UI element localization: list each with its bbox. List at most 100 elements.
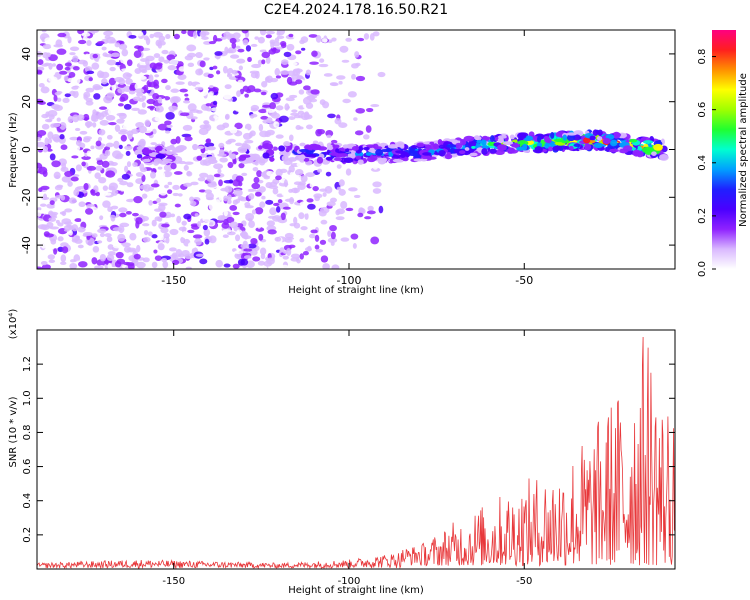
noise-blob (86, 40, 92, 47)
noise-blob (294, 168, 304, 176)
noise-blob (308, 233, 316, 239)
noise-blob (218, 179, 223, 187)
ridge-blob (136, 146, 144, 150)
noise-blob (128, 90, 136, 95)
noise-blob (70, 176, 79, 182)
ridge-blob (438, 149, 446, 157)
noise-blob (63, 75, 69, 82)
noise-blob (82, 60, 88, 67)
noise-blob (106, 59, 117, 66)
noise-blob (295, 174, 302, 181)
spectrogram-blobs (37, 30, 669, 269)
noise-blob (94, 265, 104, 269)
noise-blob (243, 185, 249, 193)
top-y-axis-label: Frequency (Hz) (8, 112, 19, 188)
noise-blob (190, 200, 197, 207)
noise-blob (288, 244, 296, 249)
noise-blob (236, 90, 241, 98)
noise-blob (186, 44, 197, 52)
noise-blob (326, 165, 334, 172)
colorbar: 0.0 0.2 0.4 0.6 0.8 Normalized spectral ampl… (697, 30, 749, 277)
noise-blob (118, 43, 128, 50)
noise-blob (113, 140, 120, 149)
ridge-blob (482, 136, 492, 141)
noise-blob (222, 229, 233, 233)
noise-blob (104, 35, 111, 40)
noise-blob (51, 133, 61, 142)
noise-blob (275, 75, 282, 79)
noise-blob (164, 120, 172, 126)
noise-blob (222, 65, 228, 74)
noise-blob (97, 136, 103, 142)
ridge-blob (454, 142, 463, 149)
noise-blob (44, 37, 54, 44)
noise-blob (152, 92, 160, 100)
noise-blob (310, 89, 320, 95)
ridge-blob (136, 154, 143, 159)
noise-blob (57, 236, 64, 242)
noise-blob (51, 47, 57, 55)
noise-blob (354, 130, 364, 136)
noise-blob (37, 209, 42, 217)
ridge-blob (636, 150, 644, 158)
colorbar-tick-label: 0.6 (697, 102, 708, 118)
noise-blob (215, 133, 223, 140)
noise-blob (69, 136, 79, 141)
ridge-blob (207, 158, 218, 165)
noise-blob (370, 104, 380, 108)
noise-blob (234, 250, 244, 255)
noise-blob (45, 111, 50, 118)
noise-blob (86, 150, 92, 157)
noise-blob (114, 124, 121, 133)
noise-blob (114, 77, 124, 83)
noise-blob (251, 63, 262, 69)
noise-blob (224, 46, 229, 55)
noise-blob (237, 258, 246, 266)
noise-blob (213, 199, 221, 208)
noise-blob (40, 203, 47, 207)
noise-blob (83, 231, 93, 237)
noise-blob (336, 186, 342, 191)
noise-blob (263, 176, 271, 180)
noise-blob (249, 130, 256, 137)
noise-blob (104, 233, 112, 238)
noise-blob (49, 200, 55, 205)
noise-blob (319, 239, 327, 245)
ridge-blob (612, 131, 621, 139)
noise-blob (324, 186, 333, 194)
noise-blob (331, 37, 337, 42)
noise-blob (56, 117, 61, 122)
noise-blob (81, 32, 91, 37)
noise-blob (281, 191, 290, 197)
noise-blob (291, 73, 300, 80)
ridge-blob (335, 147, 340, 154)
noise-blob (46, 221, 54, 228)
ridge-blob (610, 139, 618, 147)
noise-blob (66, 145, 74, 150)
noise-blob (153, 83, 160, 89)
ridge-blob (474, 135, 480, 141)
noise-blob (181, 30, 187, 35)
noise-blob (220, 36, 227, 40)
noise-blob (94, 172, 101, 180)
ridge-blob (481, 145, 489, 150)
noise-blob (67, 36, 72, 44)
bottom-x-axis-label: Height of straight line (km) (288, 585, 424, 596)
noise-blob (280, 264, 289, 269)
noise-blob (242, 132, 252, 140)
noise-blob (161, 223, 170, 228)
noise-blob (46, 148, 53, 152)
noise-blob (171, 96, 181, 103)
noise-blob (338, 179, 345, 187)
noise-blob (77, 226, 86, 233)
noise-blob (213, 173, 221, 178)
noise-blob (37, 69, 43, 74)
noise-blob (275, 175, 282, 181)
noise-blob (326, 201, 336, 207)
noise-blob (54, 175, 61, 179)
noise-blob (300, 175, 308, 183)
noise-blob (181, 220, 187, 226)
noise-blob (279, 224, 286, 230)
noise-blob (229, 126, 238, 134)
noise-blob (60, 166, 69, 172)
